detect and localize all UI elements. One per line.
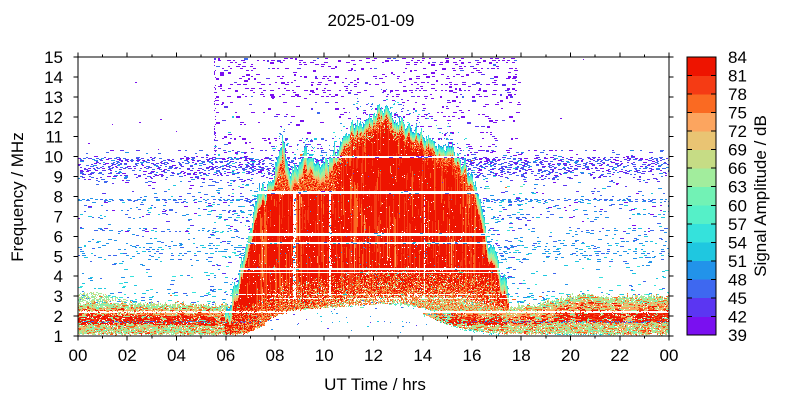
svg-text:00: 00 [660,346,679,365]
svg-text:72: 72 [728,122,747,141]
svg-text:48: 48 [728,270,747,289]
svg-text:00: 00 [69,346,88,365]
svg-text:18: 18 [512,346,531,365]
svg-text:69: 69 [728,141,747,160]
svg-text:16: 16 [463,346,482,365]
svg-text:2025-01-09: 2025-01-09 [328,11,415,30]
svg-text:10: 10 [44,148,63,167]
svg-text:60: 60 [728,196,747,215]
svg-text:06: 06 [216,346,235,365]
svg-text:51: 51 [728,252,747,271]
svg-text:42: 42 [728,308,747,327]
svg-text:3: 3 [54,287,63,306]
svg-text:14: 14 [413,346,432,365]
svg-text:75: 75 [728,104,747,123]
svg-text:2: 2 [54,307,63,326]
svg-text:08: 08 [266,346,285,365]
svg-text:Signal Amplitude / dB: Signal Amplitude / dB [751,115,770,277]
svg-text:6: 6 [54,227,63,246]
svg-text:20: 20 [561,346,580,365]
svg-text:63: 63 [728,178,747,197]
svg-text:84: 84 [728,48,747,67]
svg-text:13: 13 [44,88,63,107]
svg-text:12: 12 [44,108,63,127]
svg-text:81: 81 [728,67,747,86]
svg-text:9: 9 [54,168,63,187]
svg-text:11: 11 [45,128,63,147]
svg-text:02: 02 [118,346,137,365]
svg-text:1: 1 [54,327,63,346]
svg-text:Frequency / MHz: Frequency / MHz [8,132,27,261]
svg-text:15: 15 [44,48,63,67]
svg-text:12: 12 [364,346,383,365]
svg-text:22: 22 [610,346,629,365]
svg-text:45: 45 [728,289,747,308]
svg-text:8: 8 [54,188,63,207]
svg-text:5: 5 [54,247,63,266]
svg-text:4: 4 [54,267,63,286]
svg-text:14: 14 [44,68,63,87]
svg-text:66: 66 [728,159,747,178]
svg-text:39: 39 [728,326,747,345]
svg-text:57: 57 [728,215,747,234]
svg-text:78: 78 [728,85,747,104]
svg-text:04: 04 [167,346,186,365]
svg-text:7: 7 [54,207,63,226]
svg-text:10: 10 [315,346,334,365]
svg-text:54: 54 [728,233,747,252]
svg-text:UT Time / hrs: UT Time / hrs [324,375,426,394]
